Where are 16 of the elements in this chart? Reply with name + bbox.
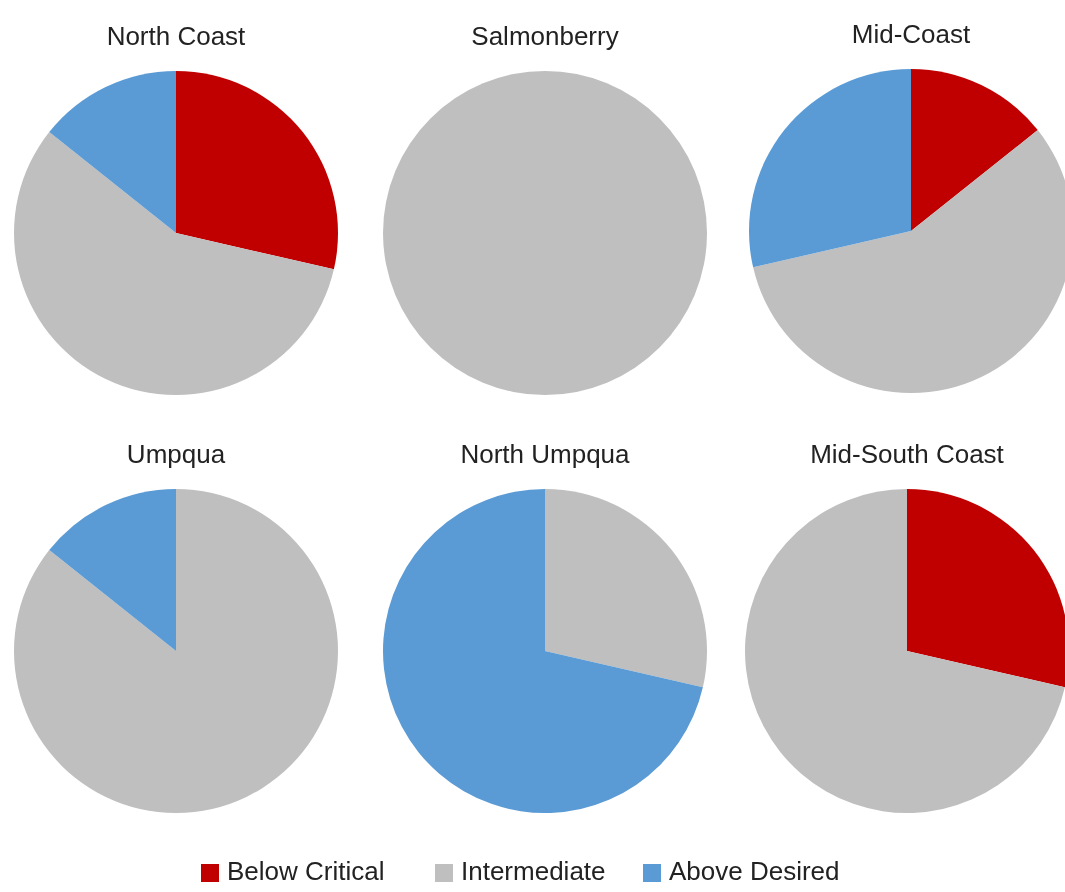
chart-title: Mid-Coast [851,19,972,49]
chart-title: Umpqua [126,439,226,469]
chart-title: Mid-South Coast [810,439,1005,469]
pie-slice [176,71,338,270]
chart-title: North Umpqua [460,439,631,469]
chart-title: Salmonberry [471,21,619,51]
pie-slice [49,489,176,651]
legend-label: Below Critical [227,856,385,886]
legend-label: Above Desired [669,856,840,886]
pie-slice [383,489,703,813]
legend-label: Intermediate [461,856,606,886]
pie-slice [14,489,338,813]
pie-slice [49,71,176,233]
chart-title: North Coast [106,21,247,51]
pie-slice [545,489,707,688]
pie-slice [14,132,334,395]
